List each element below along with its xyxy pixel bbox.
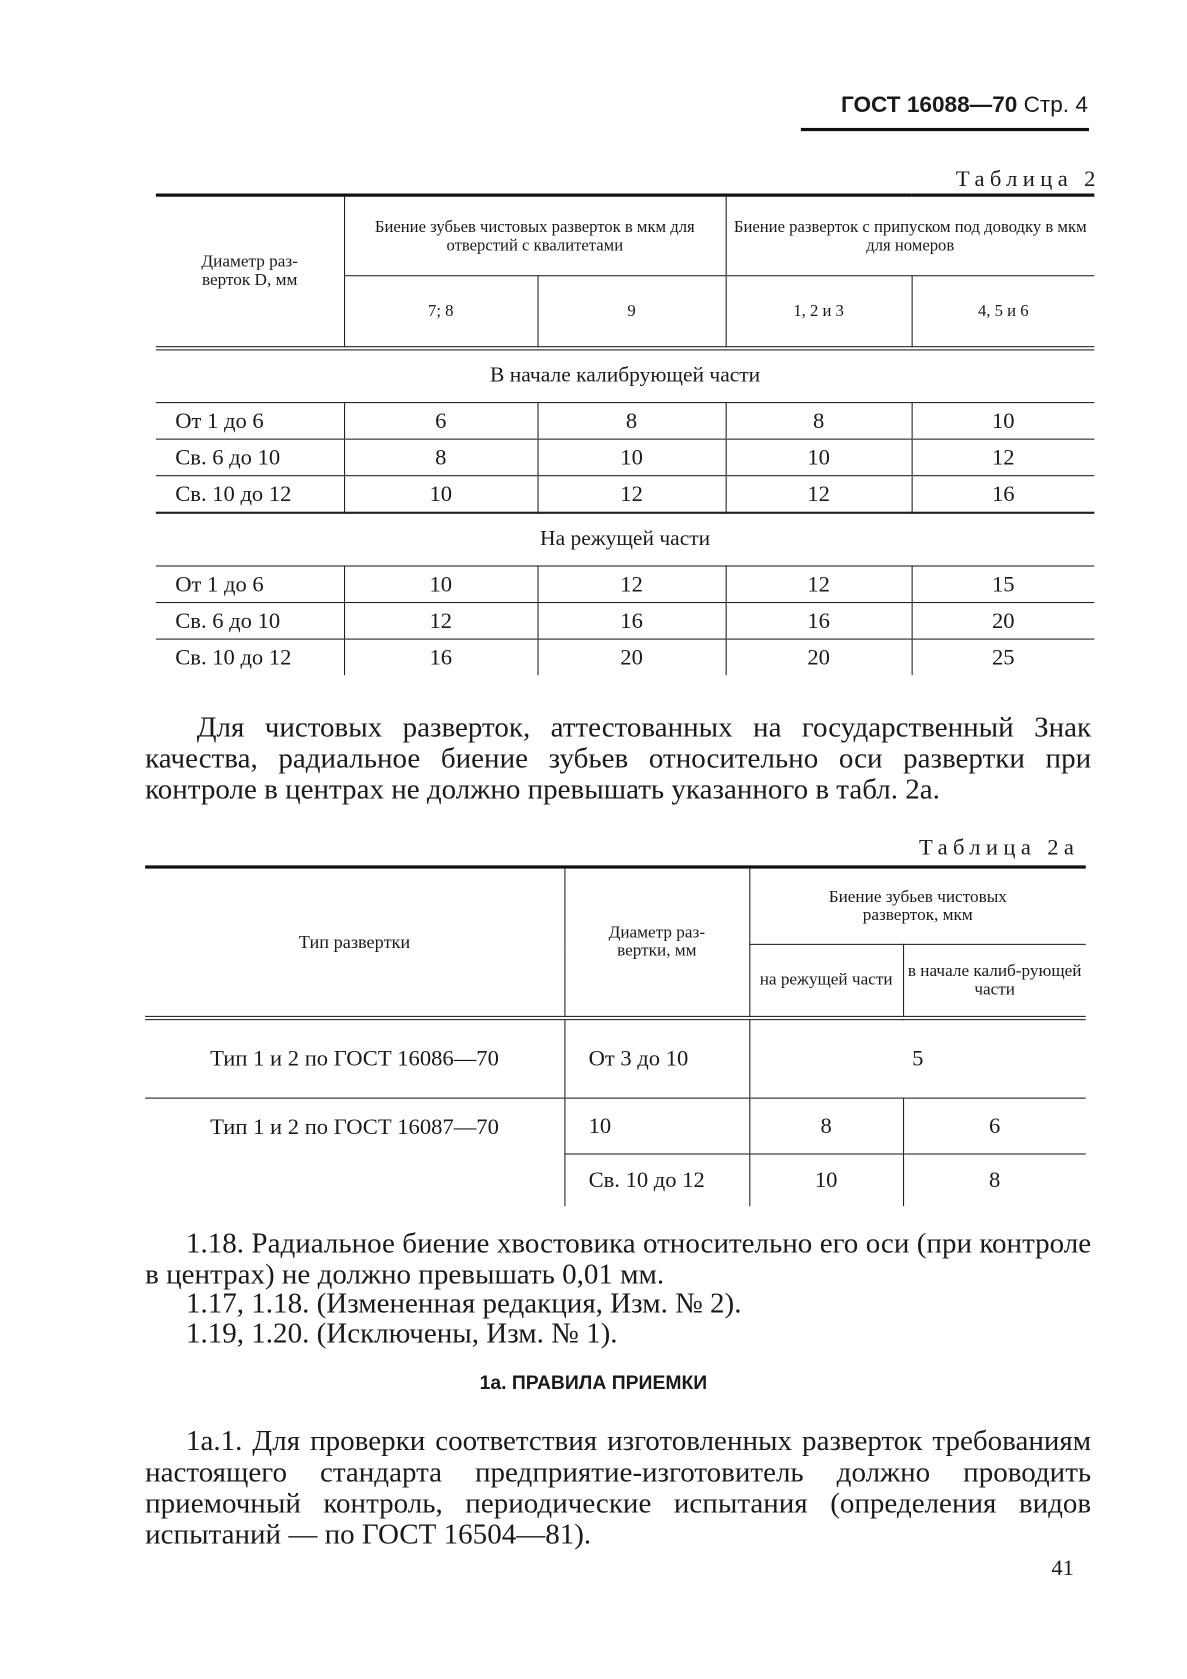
standard-number: ГОСТ 16088—70 bbox=[840, 92, 1018, 118]
table-row: От 1 до 6 6 8 8 10 bbox=[155, 402, 1095, 440]
table-2: Диаметр раз- верток D, мм Биение зубьев … bbox=[155, 193, 1095, 675]
page-label: Стр. 4 bbox=[1023, 92, 1088, 118]
table-row: Св. 6 до 10 8 10 10 12 bbox=[155, 438, 1095, 476]
paragraph-quality-mark: Для чистовых разверток, аттестованных на… bbox=[145, 710, 1092, 806]
header-diameter: Диаметр раз- верток D, мм bbox=[201, 252, 298, 290]
cell: 10 bbox=[748, 1154, 904, 1206]
cell: 8 bbox=[725, 402, 912, 440]
cell: 10 bbox=[343, 565, 538, 603]
section-title: В начале калибрующей части bbox=[155, 345, 1095, 403]
header-type: Тип развертки bbox=[298, 931, 411, 953]
cell: 12 bbox=[725, 475, 912, 513]
cell: 8 bbox=[902, 1154, 1086, 1206]
header-diameter: Диаметр раз- вертки, мм bbox=[563, 866, 750, 1018]
cell: 10 bbox=[725, 438, 912, 476]
header-group-runout: Биение зубьев чистовых разверток, мкм bbox=[748, 866, 1086, 945]
cell: 12 bbox=[536, 565, 726, 603]
cell: 16 bbox=[911, 475, 1095, 513]
cell: 20 bbox=[536, 638, 726, 675]
table-row: Тип 1 и 2 по ГОСТ 16087—70 10 8 6 bbox=[145, 1098, 1086, 1155]
table-row: Св. 10 до 12 10 8 bbox=[145, 1154, 1086, 1206]
subheader: 7; 8 bbox=[343, 275, 538, 348]
cell: 20 bbox=[911, 602, 1095, 640]
cell-diameter: Св. 10 до 12 bbox=[563, 1154, 750, 1206]
page-header: ГОСТ 16088—70 Стр. 4 bbox=[841, 92, 1088, 118]
cell: 12 bbox=[725, 565, 912, 603]
paragraph-1-18: 1.18. Радиальное биение хвостовика относ… bbox=[145, 1226, 1092, 1290]
header-rule bbox=[800, 127, 1089, 132]
subheader: 4, 5 и 6 bbox=[911, 275, 1095, 348]
cell-type: Тип 1 и 2 по ГОСТ 16086—70 bbox=[145, 1017, 565, 1099]
subheader: 9 bbox=[536, 275, 726, 348]
cell: 10 bbox=[343, 475, 538, 513]
cell: 15 bbox=[911, 565, 1095, 603]
cell-diameter: От 1 до 6 bbox=[155, 402, 344, 440]
cell: 6 bbox=[343, 402, 538, 440]
cell-diameter: 10 bbox=[563, 1098, 750, 1155]
cell-diameter: Св. 10 до 12 bbox=[175, 643, 292, 670]
header-group-finishing: Биение зубьев чистовых разверток в мкм д… bbox=[343, 195, 726, 277]
cell-diameter: Св. 10 до 12 bbox=[175, 479, 292, 506]
table-row: Тип 1 и 2 по ГОСТ 16086—70 От 3 до 10 5 bbox=[145, 1017, 1086, 1099]
cell: 12 bbox=[911, 438, 1095, 476]
cell: 16 bbox=[343, 638, 538, 675]
cell: 10 bbox=[536, 438, 726, 476]
cell: 8 bbox=[536, 402, 726, 440]
table-row: Св. 10 до 12 16 20 20 25 bbox=[156, 638, 1095, 675]
table2a-caption: Таблица 2а bbox=[918, 834, 1080, 861]
subheader: 1, 2 и 3 bbox=[725, 275, 912, 348]
cell-diameter: От 3 до 10 bbox=[563, 1017, 750, 1099]
paragraph-1-17: 1.17, 1.18. (Измененная редакция, Изм. №… bbox=[185, 1286, 742, 1320]
header-group-allowance: Биение разверток с припуском под доводку… bbox=[725, 195, 1095, 277]
paragraph-1-19: 1.19, 1.20. (Исключены, Изм. № 1). bbox=[185, 1316, 618, 1350]
paragraph-1a-1: 1а.1. Для проверки соответствия изготовл… bbox=[145, 1424, 1092, 1551]
cell: 16 bbox=[536, 602, 726, 640]
cell: 8 bbox=[748, 1098, 904, 1155]
table-row: От 1 до 6 10 12 12 15 bbox=[155, 565, 1095, 603]
subheader-cutting: на режущей части bbox=[748, 944, 904, 1018]
cell: 12 bbox=[343, 602, 538, 640]
cell: 12 bbox=[536, 475, 726, 513]
table-row: Св. 6 до 10 12 16 16 20 bbox=[155, 602, 1095, 640]
cell: 16 bbox=[725, 602, 912, 640]
cell-diameter: От 1 до 6 bbox=[155, 565, 344, 603]
cell: 25 bbox=[911, 638, 1095, 675]
cell: 6 bbox=[902, 1098, 1086, 1155]
section-title: На режущей части bbox=[155, 511, 1095, 566]
cell-diameter: Св. 6 до 10 bbox=[155, 602, 344, 640]
cell: 5 bbox=[748, 1017, 1086, 1099]
page-number: 41 bbox=[1051, 1554, 1074, 1581]
cell: 20 bbox=[725, 638, 912, 675]
table2-caption: Таблица 2 bbox=[955, 165, 1101, 192]
subheader-calibrating: в начале калиб-рующей части bbox=[902, 944, 1086, 1018]
table-2a: Тип развертки Диаметр раз- вертки, мм Би… bbox=[145, 865, 1086, 1206]
cell: 10 bbox=[911, 402, 1095, 440]
section-heading: 1а. ПРАВИЛА ПРИЕМКИ bbox=[479, 1371, 708, 1394]
cell-type: Тип 1 и 2 по ГОСТ 16087—70 bbox=[210, 1113, 499, 1140]
cell: 8 bbox=[343, 438, 538, 476]
table-row: Св. 10 до 12 10 12 12 16 bbox=[156, 475, 1095, 513]
cell-diameter: Св. 6 до 10 bbox=[155, 438, 344, 476]
